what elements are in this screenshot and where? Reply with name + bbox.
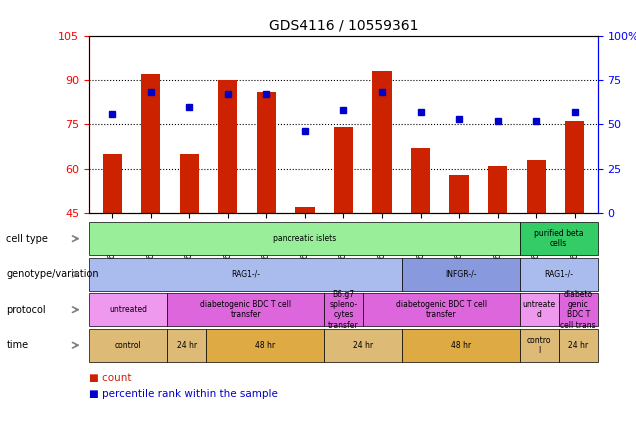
Bar (527, 160, 546, 213)
Bar (218, 80, 237, 213)
Text: diabetogenic BDC T cell
transfer: diabetogenic BDC T cell transfer (396, 300, 487, 319)
Bar (179, 154, 199, 213)
Text: ■ percentile rank within the sample: ■ percentile rank within the sample (89, 388, 278, 399)
Bar (334, 127, 353, 213)
Bar (372, 71, 392, 213)
Bar (450, 174, 469, 213)
Bar (411, 148, 430, 213)
Text: RAG1-/-: RAG1-/- (544, 270, 573, 279)
Text: diabeto
genic
BDC T
cell trans: diabeto genic BDC T cell trans (560, 289, 596, 330)
Text: ■ count: ■ count (89, 373, 132, 383)
Text: B6.g7
spleno-
cytes
transfer: B6.g7 spleno- cytes transfer (328, 289, 359, 330)
Bar (102, 154, 122, 213)
Text: INFGR-/-: INFGR-/- (445, 270, 476, 279)
Text: diabetogenic BDC T cell
transfer: diabetogenic BDC T cell transfer (200, 300, 291, 319)
Text: time: time (6, 340, 29, 350)
Text: untreated: untreated (109, 305, 147, 314)
Text: untreate
d: untreate d (523, 300, 556, 319)
Text: protocol: protocol (6, 305, 46, 315)
Text: pancreatic islets: pancreatic islets (273, 234, 336, 243)
Text: 48 hr: 48 hr (451, 341, 471, 350)
Bar (295, 207, 315, 213)
Bar (565, 121, 584, 213)
Text: RAG1-/-: RAG1-/- (231, 270, 260, 279)
Text: contro
l: contro l (527, 336, 551, 355)
Text: genotype/variation: genotype/variation (6, 269, 99, 279)
Text: 48 hr: 48 hr (255, 341, 275, 350)
Bar (141, 74, 160, 213)
Bar (257, 92, 276, 213)
Text: cell type: cell type (6, 234, 48, 244)
Text: 24 hr: 24 hr (568, 341, 588, 350)
Text: 24 hr: 24 hr (177, 341, 197, 350)
Text: 24 hr: 24 hr (353, 341, 373, 350)
Title: GDS4116 / 10559361: GDS4116 / 10559361 (268, 19, 418, 33)
Text: control: control (115, 341, 142, 350)
Bar (488, 166, 508, 213)
Text: purified beta
cells: purified beta cells (534, 229, 583, 248)
